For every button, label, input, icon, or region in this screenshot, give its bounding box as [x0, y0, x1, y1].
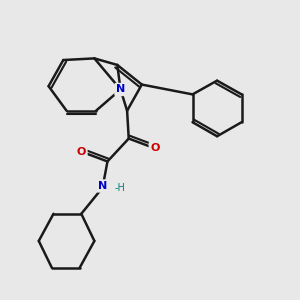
- Text: N: N: [116, 85, 125, 94]
- Text: -H: -H: [115, 183, 126, 193]
- Text: N: N: [98, 181, 107, 191]
- Text: O: O: [76, 147, 86, 157]
- Text: O: O: [150, 143, 160, 153]
